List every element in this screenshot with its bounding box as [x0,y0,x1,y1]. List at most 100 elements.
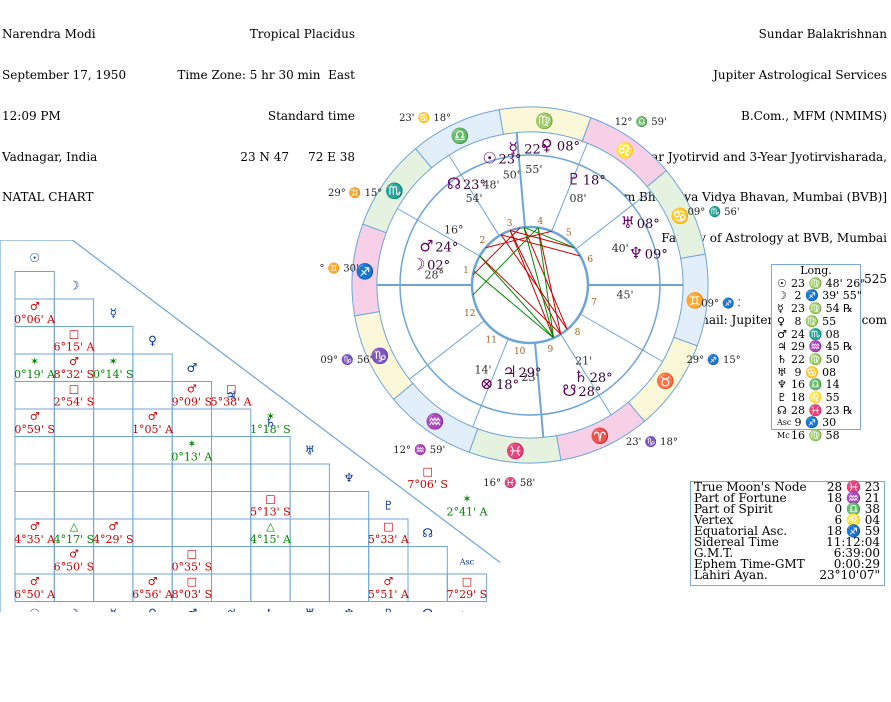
aspect-cell [132,381,173,410]
planet-glyph: ♃ [777,340,787,354]
house-cusp-label: 12° ♎ 59' [615,115,667,128]
aspect-orb: 5°33' A [368,533,410,546]
grid-row-glyph: ☿ [110,306,117,320]
aspect-symbol: △ [70,520,79,533]
planet-glyph: ♅ [621,213,635,232]
house-cusp-label: 29° ♊ 15° [328,186,382,199]
aspect-orb: 4°17' S [54,533,95,546]
aspect-orb: 0°35' S [172,561,213,574]
planet-minutes: 45' [617,288,634,301]
aspect-cell [14,491,55,520]
longitude-value: 9 ♋ 08 [791,365,837,379]
chart-point-value: 6 ♌ 04 [834,513,880,527]
house-cusp-line [409,320,485,380]
aspect-orb: 6°56' A [132,588,174,601]
aspect-orb: 9°09' S [172,396,213,409]
grid-row-glyph: ♅ [304,443,315,457]
grid-row-glyph: ♇ [383,498,394,512]
aspect-cell [132,436,173,465]
aspect-cell [132,546,173,575]
grid-column-glyph: ☉ [29,607,40,613]
aspect-cell [407,573,448,602]
planet-glyph: ♆ [629,243,643,262]
planet-glyph: ⊗ [480,374,493,393]
grid-column-glyph: ♅ [304,607,315,613]
house-cusp-label: 12° ♒ 59' [393,443,445,456]
astrologer-name: Sundar Balakrishnan [758,27,887,42]
aspect-orb: 8°32' S [54,368,95,381]
retrograde-mark [843,367,855,380]
planet-glyph: ☊ [447,174,461,193]
house-number: 4 [537,217,543,227]
aspect-cell [289,546,330,575]
house-cusp-line [551,142,588,232]
planet-glyph: ♆ [777,378,787,392]
aspect-symbol: ♂ [383,575,393,588]
chart-point-row: Lahiri Ayan. 23°10'07" [691,569,884,581]
chart-point-row: Part of Spirit 0 ♎ 38 [691,503,884,515]
aspect-cell [289,463,330,492]
house-cusp-label: 09° ♑ 56' [320,353,372,366]
house-number: 2 [480,236,486,246]
zodiac-sign-glyph: ♏ [385,182,404,200]
grid-column-glyph: ♇ [383,607,394,613]
aspect-line [472,227,521,276]
aspect-symbol: □ [422,465,432,478]
house-cusp-line [472,338,509,428]
aspect-cell [93,491,134,520]
longitude-row: ♇ 18 ♌ 55 [772,391,860,405]
aspect-cell [328,546,370,575]
chart-settings-info: Tropical Placidus Time Zone: 5 hr 30 min… [160,1,355,178]
aspect-cell [53,491,95,520]
grid-row-glyph: ♆ [344,471,355,485]
longitude-row: ♃ 29 ♒ 45 ℞ [772,341,860,354]
house-system: Tropical Placidus [249,27,355,42]
aspect-orb: 4°15' A [250,533,292,546]
aspect-cell [250,436,291,465]
aspect-line [523,226,575,249]
aspect-cell [211,436,252,465]
zodiac-sign-glyph: ♎ [451,127,470,145]
house-cusp-line [448,154,500,237]
zodiac-sign-glyph: ♈ [591,427,610,445]
aspect-symbol: □ [265,493,275,506]
aspect-cell [171,518,212,547]
aspect-cell [93,436,134,465]
aspect-cell [171,408,212,437]
aspect-orb: 6°50' A [14,588,56,601]
planet-minutes: 28° [424,268,444,281]
aspect-cell [93,546,134,575]
house-cusp-line [560,333,612,416]
grid-row-glyph: ♂ [186,361,197,375]
house-cusp-label: 16° ♓ 58' [483,476,535,489]
longitude-value: 29 ♒ 45 [791,340,840,354]
aspect-orb: 8°03' S [172,588,213,601]
grid-column-glyph: ♀ [148,607,157,613]
planet-degree: 09° [645,247,668,262]
aspect-symbol: ♂ [148,410,158,423]
planet-glyph: ♇ [567,170,581,189]
retrograde-mark: ℞ [843,403,853,417]
longitude-row: ♆ 16 ♎ 14 [772,379,860,392]
aspect-orb: 0°13' A [171,451,213,464]
aspect-cell [132,491,173,520]
zodiac-sign-glyph: ♌ [616,141,635,159]
time-zone: Time Zone: 5 hr 30 min East [177,67,355,82]
chart-point-value: 6:39:00 [833,546,880,560]
birth-time: 12:09 PM [2,108,61,123]
aspect-cell [368,546,409,575]
longitude-value: 23 ♍ 54 [791,302,840,316]
aspect-cell [132,518,173,547]
aspect-line [485,230,552,249]
chart-point-label: Equatorial Asc. [694,524,788,538]
chart-point-row: Equatorial Asc. 18 ♐ 59 [691,524,884,538]
aspect-symbol: □ [187,575,197,588]
chart-point-value: 18 ♒ 21 [826,491,880,505]
chart-point-value: 0:00:29 [833,557,880,571]
aspect-cell [250,546,291,575]
aspect-line [500,234,568,330]
retrograde-mark [843,316,855,329]
retrograde-mark [843,379,855,392]
chart-point-label: True Moon's Node [694,480,807,494]
chart-point-label: Ephem Time-GMT [694,557,805,571]
